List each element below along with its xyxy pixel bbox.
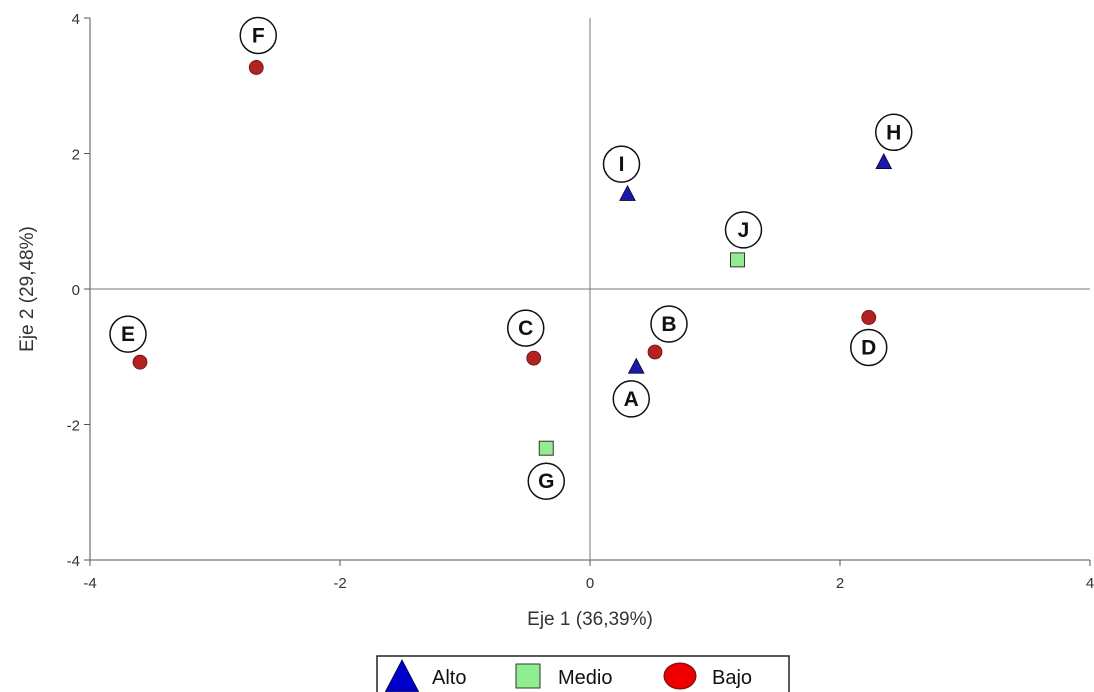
label-circle-j — [724, 211, 763, 249]
point-a — [627, 357, 645, 374]
point-label-g: G — [538, 470, 554, 493]
label-circle-e — [109, 315, 147, 353]
x-tick-label: 2 — [836, 575, 844, 592]
point-h — [875, 153, 893, 170]
y-tick-label: -2 — [67, 418, 80, 435]
legend: Alto Medio Bajo — [376, 655, 790, 692]
point-i — [619, 184, 636, 201]
point-d — [861, 310, 877, 325]
point-label-e: E — [121, 323, 135, 346]
point-label-d: D — [861, 336, 876, 359]
y-tick-label: 4 — [72, 11, 80, 28]
x-axis-title: Eje 1 (36,39%) — [527, 609, 653, 630]
legend-label-alto: Alto — [432, 667, 466, 689]
point-label-c: C — [518, 317, 533, 340]
x-tick-label: -4 — [83, 575, 96, 592]
point-label-a: A — [624, 388, 639, 411]
label-circle-c — [507, 309, 545, 347]
y-tick-label: 0 — [72, 282, 80, 299]
reference-lines — [90, 18, 1090, 560]
point-g — [538, 440, 554, 456]
label-circle-g — [527, 462, 565, 500]
point-f — [248, 60, 264, 75]
legend-label-bajo: Bajo — [712, 667, 752, 689]
point-label-f: F — [252, 24, 265, 47]
point-b — [647, 344, 663, 360]
point-e — [132, 354, 148, 370]
legend-box — [376, 655, 790, 692]
x-tick-label: 4 — [1086, 575, 1094, 592]
label-circle-a — [612, 380, 650, 418]
point-c — [526, 350, 542, 366]
legend-marker-bajo — [663, 662, 697, 690]
point-label-b: B — [661, 313, 676, 336]
legend-marker-medio — [515, 663, 541, 689]
legend-label-medio: Medio — [558, 667, 612, 689]
x-tick-label: -2 — [333, 575, 346, 592]
label-circle-f — [239, 16, 277, 55]
point-label-j: J — [738, 219, 750, 242]
point-label-h: H — [886, 121, 901, 144]
label-circle-i — [602, 145, 641, 183]
point-labels: A H I G J B C D E F — [109, 16, 913, 500]
data-points — [132, 60, 893, 456]
y-axis-title: Eje 2 (29,48%) — [17, 226, 38, 352]
label-circle-h — [875, 113, 913, 152]
label-circle-b — [650, 305, 688, 343]
label-circle-d — [850, 328, 888, 367]
x-tick-label: 0 — [586, 575, 594, 592]
y-tick-label: 2 — [72, 147, 80, 164]
y-tick-label: -4 — [67, 553, 80, 570]
point-j — [730, 252, 745, 268]
ticks: -4 -2 0 2 4 -4 -2 0 2 4 — [67, 11, 1094, 592]
point-label-i: I — [619, 153, 625, 176]
